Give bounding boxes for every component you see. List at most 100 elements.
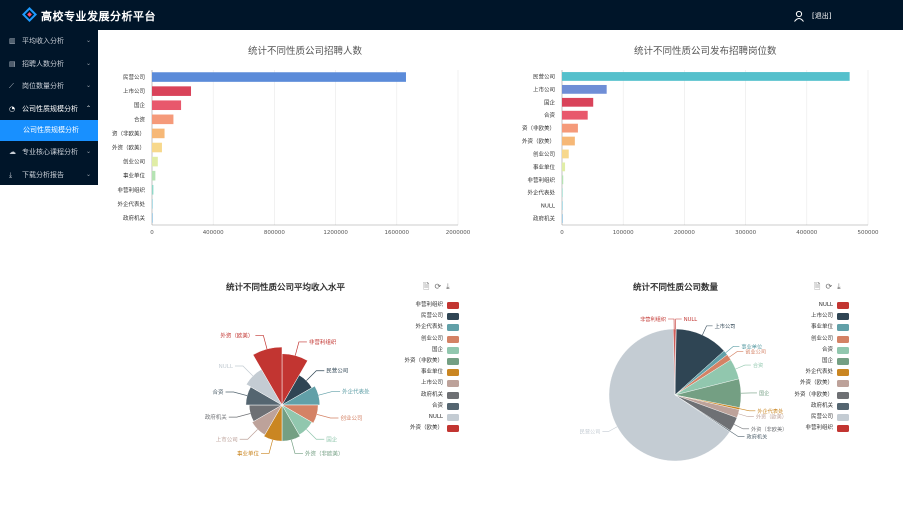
bar[interactable]: [562, 110, 588, 120]
sidebar-item-courses[interactable]: ☁ 专业核心课程分析 ⌄: [0, 141, 98, 164]
bar[interactable]: [152, 128, 165, 139]
legend-item[interactable]: 国企: [794, 357, 849, 368]
bar[interactable]: [152, 100, 182, 111]
chart-title-count: 统计不同性质公司数量: [633, 283, 719, 293]
legend-swatch: [837, 335, 849, 343]
rose-slice[interactable]: [281, 385, 321, 406]
label-line: [602, 426, 618, 432]
chart-title-income: 统计不同性质公司平均收入水平: [226, 283, 346, 293]
bar[interactable]: [562, 201, 563, 211]
sidebar-item-positions[interactable]: ⟋ 岗位数量分析 ⌄: [0, 75, 98, 98]
save-image-icon[interactable]: 🗎: [814, 282, 821, 291]
bar[interactable]: [152, 199, 153, 209]
sidebar-item-income[interactable]: ▥ 平均收入分析 ⌄: [0, 30, 98, 53]
bar[interactable]: [562, 162, 566, 172]
pie-slice[interactable]: [608, 328, 731, 462]
label-line: [228, 413, 251, 418]
label-line: [738, 413, 754, 417]
label-line: [306, 370, 325, 381]
sidebar-item-report[interactable]: ⤓ 下载分析报告 ⌄: [0, 164, 98, 187]
bar[interactable]: [562, 97, 594, 107]
legend-item[interactable]: 上市公司: [794, 312, 849, 323]
legend-label: 事业单位: [420, 369, 443, 376]
legend-item[interactable]: 外企代表处: [794, 368, 849, 379]
bar[interactable]: [152, 114, 174, 125]
slice-label: 民营公司: [580, 428, 601, 436]
save-image-icon[interactable]: 🗎: [423, 282, 430, 291]
legend-item[interactable]: 外资（非欧美）: [794, 391, 849, 402]
label-line: [306, 429, 325, 440]
legend-item[interactable]: 事业单位: [794, 323, 849, 334]
bar[interactable]: [562, 149, 569, 159]
chevron-down-icon: ⌄: [85, 148, 91, 155]
label-line: [255, 335, 268, 350]
legend-item[interactable]: 创业公司: [404, 335, 459, 346]
legend-swatch: [837, 313, 849, 321]
sidebar-item-company[interactable]: ◔ 公司性质规模分析 ⌃: [0, 98, 98, 121]
legend-item[interactable]: NULL: [794, 301, 849, 312]
legend-swatch: [837, 324, 849, 332]
legend-item[interactable]: 政府机关: [404, 391, 459, 402]
legend-item[interactable]: 创业公司: [794, 335, 849, 346]
bar[interactable]: [152, 184, 154, 195]
pie-chart-icon: ◔: [9, 104, 16, 113]
rose-slice[interactable]: [281, 404, 319, 424]
bar[interactable]: [562, 136, 575, 146]
bar[interactable]: [562, 123, 578, 133]
sidebar-item-recruit[interactable]: ▤ 招聘人数分析 ⌄: [0, 53, 98, 76]
bar[interactable]: [562, 214, 563, 223]
y-category-label: 合资: [544, 111, 556, 119]
legend-item[interactable]: 民营公司: [794, 413, 849, 424]
rose-slice[interactable]: [263, 404, 283, 442]
label-line: [261, 439, 273, 454]
restore-icon[interactable]: ⟳: [434, 282, 442, 291]
logout-link[interactable]: [退出]: [812, 12, 832, 20]
y-category-label: 外资（欧美）: [522, 137, 555, 145]
legend-item[interactable]: 合资: [794, 346, 849, 357]
legend-item[interactable]: 国企: [404, 346, 459, 357]
y-category-label: 上市公司: [123, 87, 145, 95]
legend-item[interactable]: NULL: [404, 413, 459, 424]
legend-item[interactable]: 外资（欧美）: [404, 424, 459, 435]
label-line: [225, 391, 248, 396]
legend-label: 外资（非欧美）: [404, 357, 443, 364]
x-tick-label: 100000: [613, 230, 634, 236]
legend-swatch: [447, 402, 459, 410]
bar[interactable]: [562, 175, 564, 185]
legend-item[interactable]: 非营利组织: [794, 424, 849, 435]
legend-item[interactable]: 外资（非欧美）: [404, 357, 459, 368]
legend-label: 创业公司: [810, 335, 833, 342]
legend-swatch: [447, 380, 459, 388]
bar[interactable]: [562, 188, 563, 198]
legend-item[interactable]: 外企代表处: [404, 323, 459, 334]
bar[interactable]: [562, 72, 850, 81]
x-tick-label: 200000: [674, 230, 695, 236]
legend-item[interactable]: 政府机关: [794, 402, 849, 413]
rose-slice[interactable]: [252, 346, 283, 406]
legend-item[interactable]: 合资: [404, 402, 459, 413]
bar[interactable]: [152, 156, 158, 167]
legend-item[interactable]: 事业单位: [404, 368, 459, 379]
restore-icon[interactable]: ⟳: [825, 282, 833, 291]
legend-item[interactable]: 外资（欧美）: [794, 379, 849, 390]
download-icon[interactable]: ⤓: [837, 282, 841, 291]
bar[interactable]: [152, 142, 162, 153]
label-line: [733, 424, 750, 430]
sidebar-subitem-company-active[interactable]: 公司性质规模分析: [0, 120, 98, 141]
download-icon[interactable]: ⤓: [446, 282, 450, 291]
legend-item[interactable]: 民营公司: [404, 312, 459, 323]
bar[interactable]: [152, 213, 153, 223]
legend-item[interactable]: 非营利组织: [404, 301, 459, 312]
user-icon[interactable]: [793, 10, 805, 22]
bar[interactable]: [152, 170, 156, 181]
bar[interactable]: [152, 72, 406, 82]
y-category-label: 资（非欧美）: [112, 129, 145, 137]
slice-label: 国企: [759, 389, 770, 397]
y-category-label: 外资（欧美）: [112, 144, 145, 152]
pie-slice[interactable]: [673, 328, 676, 396]
legend-item[interactable]: 上市公司: [404, 379, 459, 390]
legend-label: 上市公司: [810, 313, 833, 320]
bar[interactable]: [152, 86, 192, 96]
bar[interactable]: [562, 84, 607, 94]
chart-toolbox: 🗎 ⟳ ⤓: [814, 281, 846, 295]
